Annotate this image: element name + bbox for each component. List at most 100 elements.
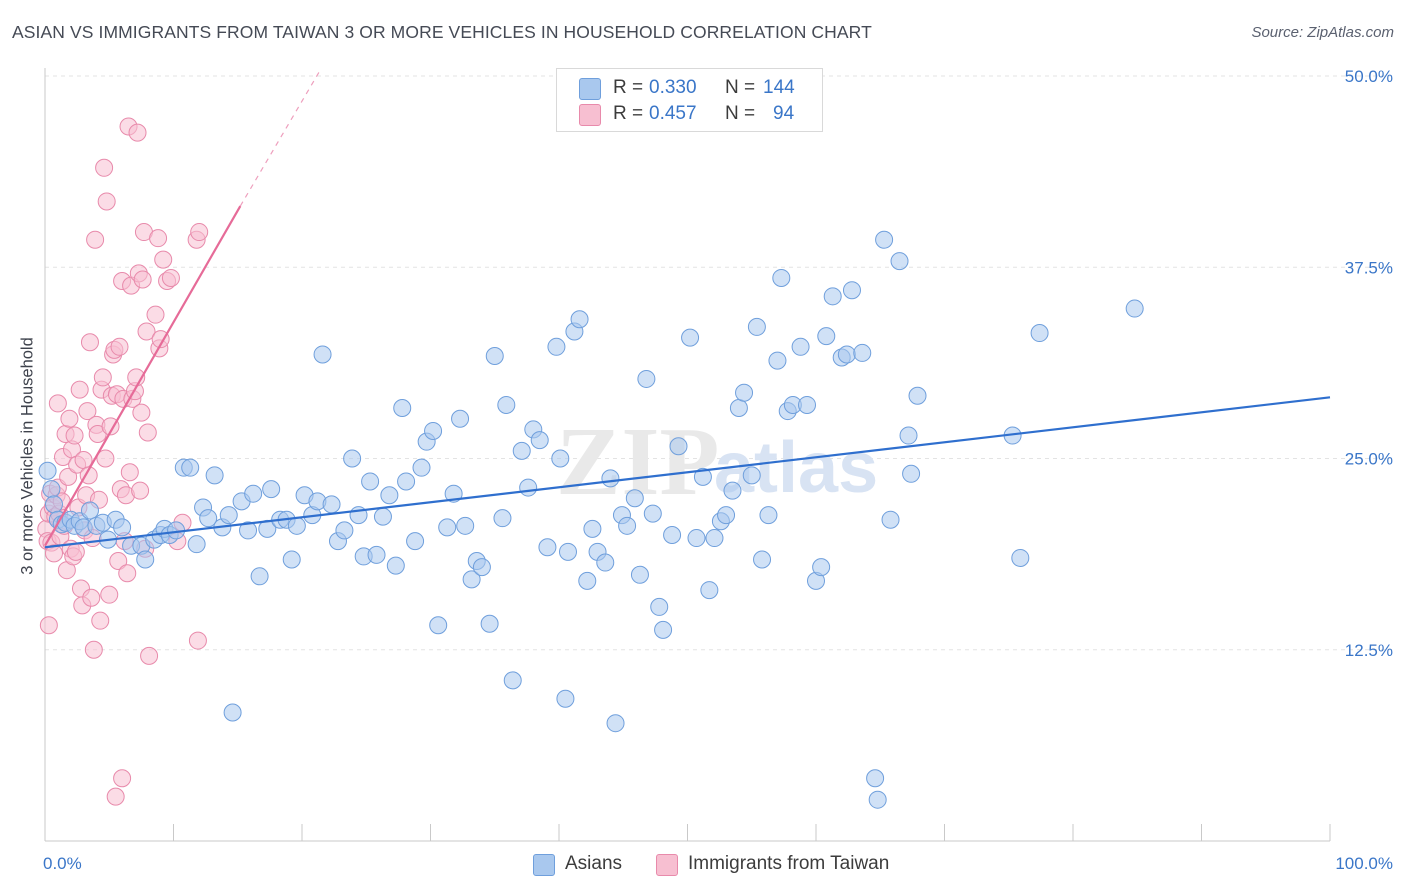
- asians-trend-line: [44, 396, 1331, 549]
- asians-point: [42, 480, 61, 499]
- asians-point: [80, 501, 99, 520]
- asians-point: [817, 327, 836, 346]
- asians-point: [866, 769, 885, 788]
- series-legend: Asians Immigrants from Taiwan: [0, 850, 1406, 880]
- asians-point: [361, 472, 380, 491]
- asians-point: [618, 516, 637, 535]
- asians-point: [373, 507, 392, 526]
- taiwan-point: [44, 544, 63, 563]
- asians-point: [393, 399, 412, 418]
- asians-point: [601, 469, 620, 488]
- taiwan-point: [110, 337, 129, 356]
- asians-point: [596, 553, 615, 572]
- asians-point: [681, 328, 700, 347]
- asians-point: [1030, 324, 1049, 343]
- r-value: 0.457: [649, 103, 697, 124]
- tick-labels: 12.5% 25.0% 37.5% 50.0% 0.0% 100.0%: [43, 67, 1393, 873]
- asians-point: [282, 550, 301, 569]
- taiwan-point: [74, 451, 93, 470]
- asians-point: [244, 484, 263, 503]
- r-value: 0.330: [649, 77, 697, 98]
- watermark: ZIP atlas: [556, 408, 878, 516]
- asians-point: [451, 409, 470, 428]
- asians-point: [723, 481, 742, 500]
- taiwan-point: [106, 787, 125, 806]
- asians-point: [1011, 548, 1030, 567]
- taiwan-point: [190, 223, 209, 242]
- taiwan-point: [138, 423, 157, 442]
- asians-point: [753, 550, 772, 569]
- asians-point: [705, 529, 724, 548]
- taiwan-point: [161, 268, 180, 287]
- x-tick-label-max: 100.0%: [1335, 854, 1393, 873]
- asians-point: [693, 467, 712, 486]
- watermark-atlas: atlas: [714, 428, 878, 508]
- taiwan-point: [78, 402, 97, 421]
- asians-point: [429, 616, 448, 635]
- asians-point: [512, 441, 531, 460]
- asians-point: [262, 480, 281, 499]
- series-asians: [38, 230, 1144, 809]
- asians-point: [485, 346, 504, 365]
- source-label: Source: ZipAtlas.com: [1251, 24, 1394, 41]
- taiwan-trend-line: [44, 205, 242, 547]
- taiwan-point: [101, 417, 120, 436]
- chart-title: ASIAN VS IMMIGRANTS FROM TAIWAN 3 OR MOR…: [12, 22, 872, 42]
- taiwan-point: [39, 616, 58, 635]
- asians-point: [700, 581, 719, 600]
- asians-point: [669, 437, 688, 456]
- asians-point: [199, 509, 218, 528]
- taiwan-point: [48, 394, 67, 413]
- asians-point: [551, 449, 570, 468]
- asians-point: [462, 570, 481, 589]
- asians-point: [519, 478, 538, 497]
- asians-point: [908, 386, 927, 405]
- asians-point: [875, 230, 894, 249]
- taiwan-point: [66, 542, 85, 561]
- asians-point: [386, 556, 405, 575]
- asians-point: [768, 351, 787, 370]
- asians-point: [890, 252, 909, 271]
- taiwan-point: [120, 463, 139, 482]
- asians-point: [313, 345, 332, 364]
- asians-point: [881, 510, 900, 529]
- asians-point: [223, 703, 242, 722]
- asians-point: [742, 466, 761, 485]
- taiwan-point: [140, 646, 159, 665]
- asians-point: [136, 550, 155, 569]
- r-label: R =: [613, 77, 644, 98]
- asians-swatch: [579, 78, 601, 100]
- asians-point: [406, 532, 425, 551]
- asians-point: [687, 529, 706, 548]
- taiwan-point: [84, 640, 103, 659]
- asians-point: [343, 449, 362, 468]
- taiwan-point: [82, 588, 101, 607]
- asians-point: [578, 571, 597, 590]
- y-tick-label: 50.0%: [1345, 67, 1393, 86]
- asians-point: [791, 337, 810, 356]
- asians-point: [899, 426, 918, 445]
- n-label: N =: [725, 103, 756, 124]
- taiwan-point: [79, 466, 98, 485]
- gridlines: [45, 75, 1392, 651]
- taiwan-point: [154, 250, 173, 269]
- asians-point: [493, 509, 512, 528]
- asians-point: [570, 310, 589, 329]
- x-tick-label-min: 0.0%: [43, 854, 82, 873]
- asians-point: [444, 484, 463, 503]
- asians-point: [497, 395, 516, 414]
- taiwan-point: [149, 229, 168, 248]
- asians-point: [1125, 299, 1144, 318]
- asians-point: [456, 516, 475, 535]
- taiwan-point: [59, 467, 78, 486]
- asians-point: [113, 518, 132, 537]
- asians-point: [335, 521, 354, 540]
- asians-point: [643, 504, 662, 523]
- asians-point: [902, 464, 921, 483]
- n-value: 144: [763, 77, 795, 98]
- asians-point: [735, 383, 754, 402]
- asians-point: [44, 495, 63, 514]
- y-tick-label: 12.5%: [1345, 641, 1393, 660]
- asians-point: [412, 458, 431, 477]
